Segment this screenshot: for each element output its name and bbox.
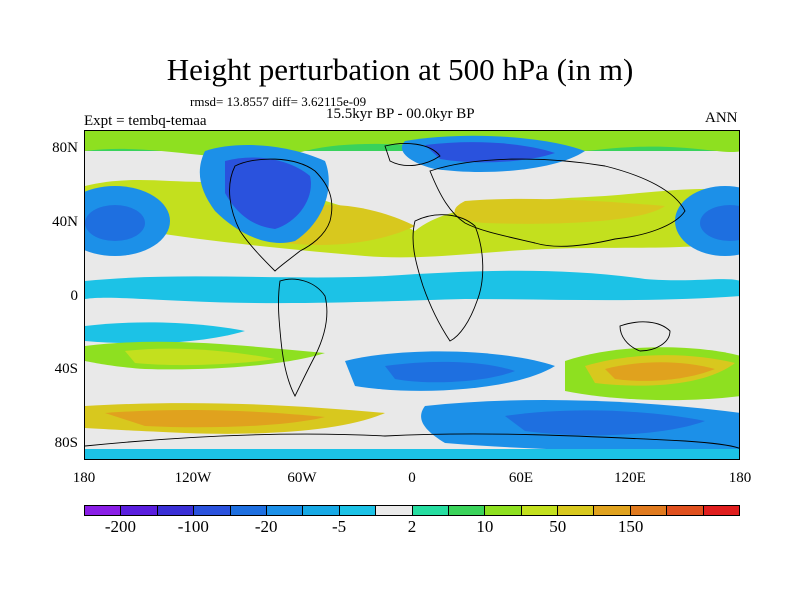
subtropical-cyan-band (85, 270, 739, 304)
eurasia-low-inner (425, 142, 555, 163)
coastlines (85, 143, 739, 449)
colorbar-swatch (376, 506, 413, 515)
south-america-coast (278, 278, 328, 397)
s-highlat-orange (105, 410, 325, 428)
lon-label-180e: 180 (728, 470, 752, 486)
colorbar-swatch (630, 506, 668, 515)
lon-label-60e: 60E (508, 470, 534, 486)
colorbar-label: 10 (476, 517, 494, 536)
colorbar-swatch (194, 506, 231, 515)
colorbar-swatch (230, 506, 267, 515)
colorbar-swatch (594, 506, 631, 515)
lon-label-0: 0 (408, 470, 416, 486)
colorbar-swatch (703, 506, 740, 515)
north-america-coast (229, 158, 333, 272)
colorbar-swatch (667, 506, 704, 515)
colorbar-swatch (303, 506, 340, 515)
australia-coast (619, 321, 671, 352)
s-pacific-yellow (125, 348, 275, 366)
colorbar-label: 2 (407, 517, 417, 536)
polar-band (85, 449, 739, 459)
chart-title: Height perturbation at 500 hPa (in m) (166, 52, 634, 87)
w-pacific-low-core (85, 205, 145, 241)
antarctica-coast (85, 433, 739, 449)
map-plot-area (84, 130, 740, 460)
colorbar-label: 150 (617, 517, 644, 536)
lat-label-80n: 80N (52, 140, 78, 156)
season-label: ANN (705, 110, 738, 126)
stats-text: rmsd= 13.8557 diff= 3.62115e-09 (190, 94, 367, 109)
colorbar-swatch (339, 506, 377, 515)
lon-label-120w: 120W (174, 470, 212, 486)
s-indian-orange (605, 362, 715, 381)
lat-label-40s: 40S (54, 361, 78, 377)
s-pacific-cyan (85, 322, 245, 344)
colorbar-swatch (266, 506, 304, 515)
colorbar-swatch (121, 506, 158, 515)
colorbar-label: -5 (332, 517, 347, 536)
colorbar-swatch (558, 506, 595, 515)
antarctic-low-core (505, 410, 705, 436)
colorbar-swatch (448, 506, 486, 515)
colorbar-label: -200 (104, 517, 137, 536)
greenland-coast (384, 143, 441, 167)
na-low-inner (225, 157, 311, 229)
colorbar (84, 505, 740, 516)
eurasia-coast (429, 158, 686, 247)
lon-label-60w: 60W (287, 470, 317, 486)
e-pacific-low-core (700, 205, 739, 241)
contour-field (85, 131, 739, 459)
lat-label-40n: 40N (52, 214, 78, 230)
colorbar-swatch (521, 506, 559, 515)
eurasia-yellow-blob (454, 198, 665, 224)
colorbar-swatch (412, 506, 449, 515)
lat-label-0: 0 (70, 288, 79, 304)
lat-label-80s: 80S (54, 435, 78, 451)
lon-label-180w: 180 (72, 470, 96, 486)
s-atlantic-low-core (385, 361, 515, 383)
colorbar-label: 50 (549, 517, 567, 536)
colorbar-swatch (485, 506, 522, 515)
colorbar-label: -20 (254, 517, 278, 536)
period-label: 15.5kyr BP - 00.0kyr BP (326, 106, 475, 122)
colorbar-label: -100 (177, 517, 209, 536)
colorbar-swatch (157, 506, 195, 515)
colorbar-swatch (85, 506, 122, 515)
experiment-label: Expt = tembq-temaa (84, 113, 207, 129)
lon-label-120e: 120E (614, 470, 646, 486)
africa-coast (412, 214, 484, 342)
